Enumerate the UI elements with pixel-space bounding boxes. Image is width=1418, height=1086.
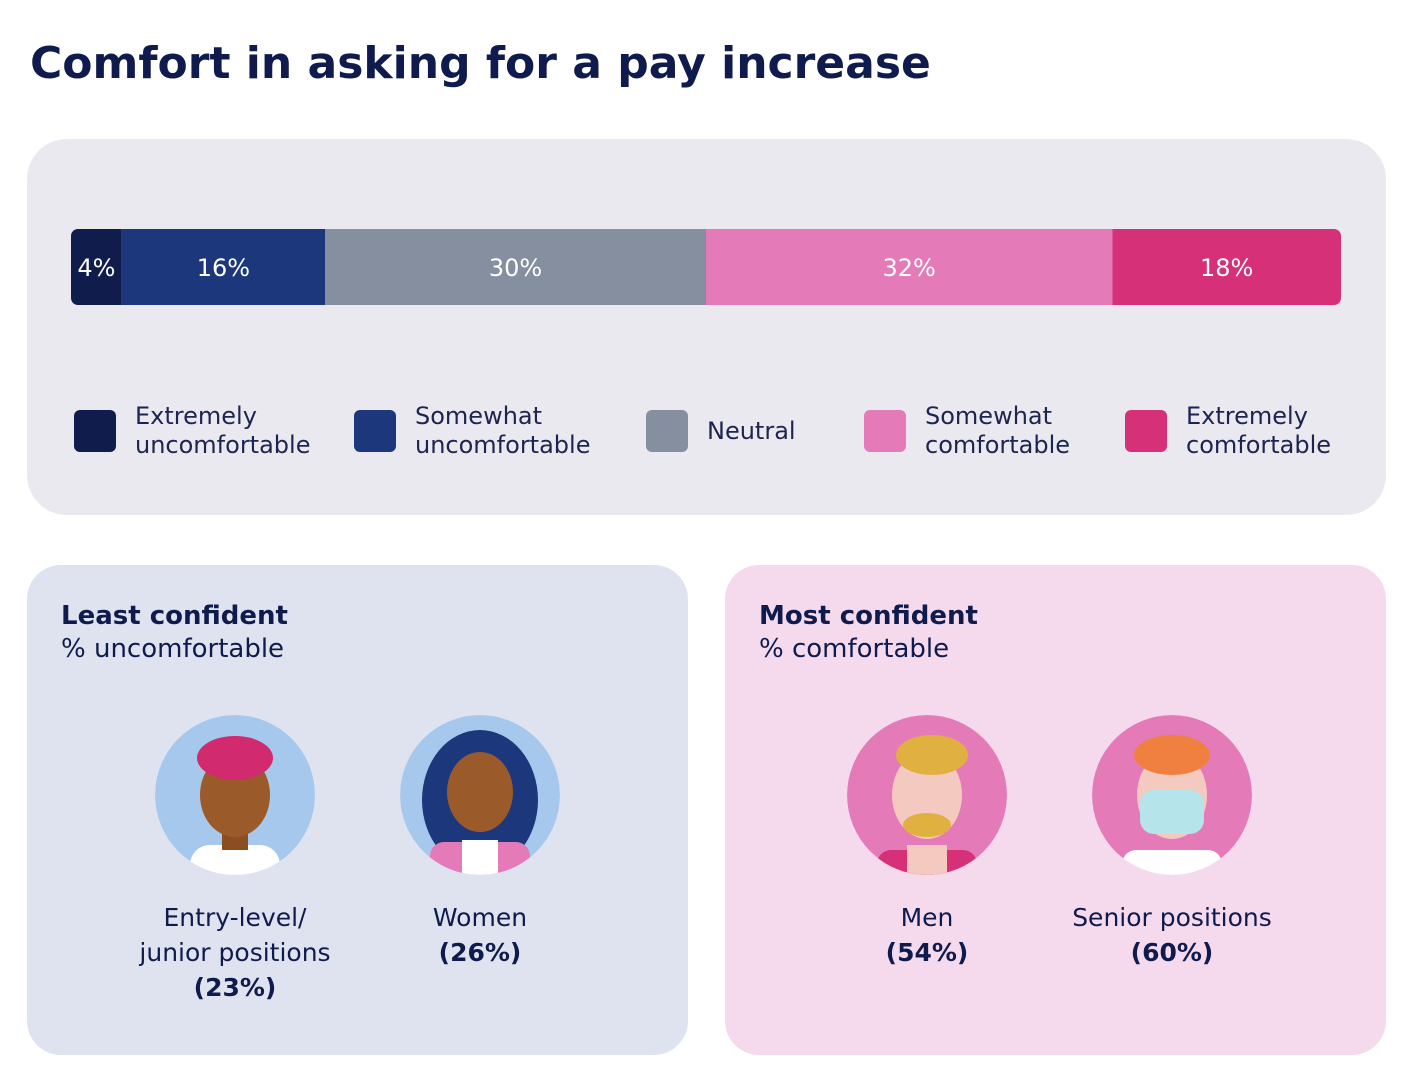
group-value: (23%) <box>193 973 277 1002</box>
most-panel <box>725 565 1386 1055</box>
legend-swatch <box>1125 410 1167 452</box>
group-value: (26%) <box>438 938 522 967</box>
legend-label: Extremely comfortable <box>1186 402 1332 459</box>
legend-swatch <box>74 410 116 452</box>
group-value: (54%) <box>885 938 969 967</box>
legend-label: Extremely uncomfortable <box>135 402 311 459</box>
group-label: Women <box>432 903 528 932</box>
avatar <box>155 715 315 875</box>
data-label: 18% <box>1200 254 1253 282</box>
bar-segment <box>71 229 122 305</box>
bar-segment <box>325 229 706 305</box>
panel-title: Most confident <box>759 601 978 631</box>
avatar <box>1092 715 1252 875</box>
group-label: Men <box>900 903 954 932</box>
chart-title: Comfort in asking for a pay increase <box>30 38 931 89</box>
legend-label: Somewhat uncomfortable <box>415 402 591 459</box>
panel-subtitle: % uncomfortable <box>61 634 285 664</box>
avatar <box>847 715 1007 875</box>
legend-label: Somewhat comfortable <box>925 402 1071 459</box>
bar-segment <box>706 229 1113 305</box>
legend-swatch <box>354 410 396 452</box>
bar-segment <box>121 229 325 305</box>
panel-title: Least confident <box>61 601 288 631</box>
legend-swatch <box>646 410 688 452</box>
data-label: 32% <box>883 254 936 282</box>
legend-label: Neutral <box>707 416 796 445</box>
legend-swatch <box>864 410 906 452</box>
data-label: 4% <box>77 254 115 282</box>
least-panel <box>27 565 688 1055</box>
avatar <box>400 715 560 875</box>
group-label: Senior positions <box>1072 903 1272 932</box>
data-label: 30% <box>489 254 542 282</box>
group-value: (60%) <box>1130 938 1214 967</box>
data-label: 16% <box>197 254 250 282</box>
group-label: Entry-level/ junior positions <box>139 903 331 967</box>
panel-subtitle: % comfortable <box>759 634 950 664</box>
bar-segment <box>1112 229 1341 305</box>
